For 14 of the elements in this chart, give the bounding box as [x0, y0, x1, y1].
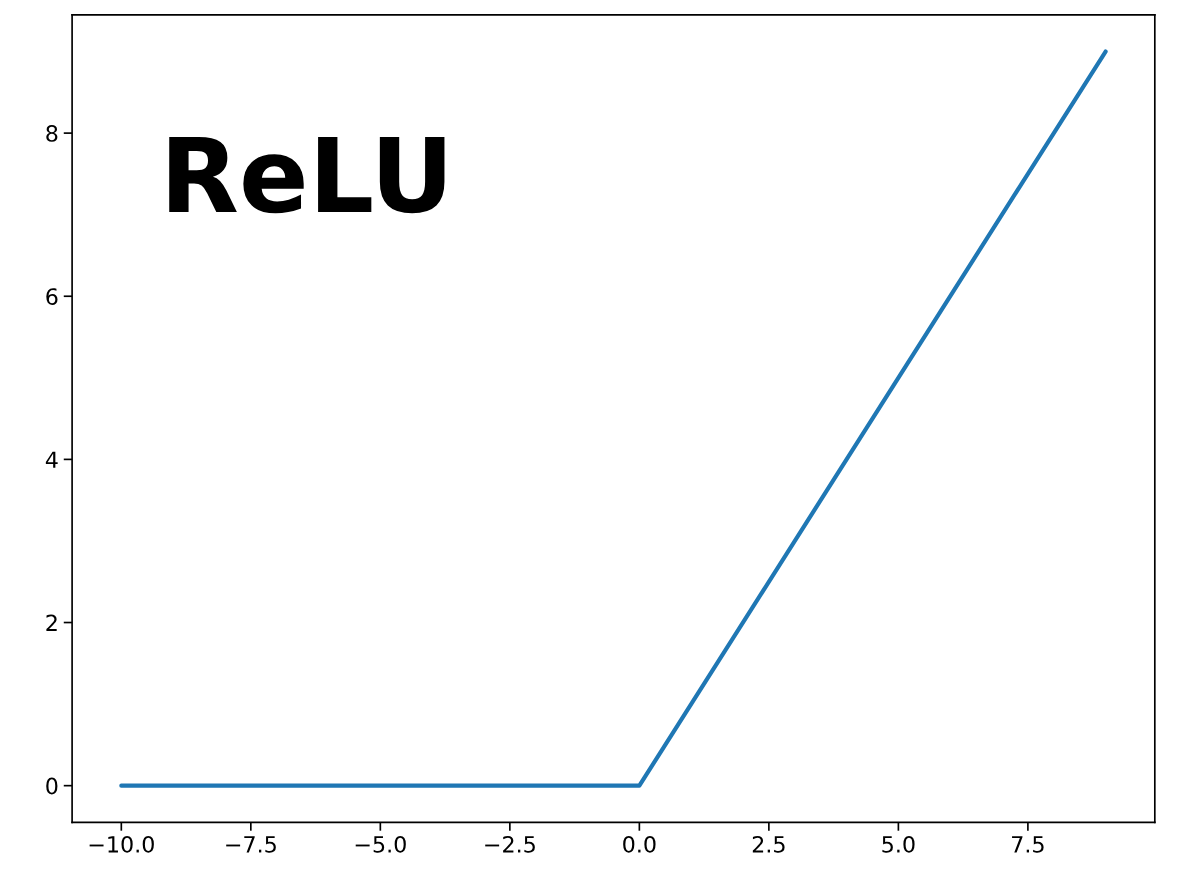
x-tick-label: −5.0 [355, 835, 406, 853]
y-tick-label: 8 [46, 125, 58, 142]
x-tick-label: −2.5 [485, 835, 535, 853]
x-tick-label: 2.5 [752, 835, 785, 853]
y-tick-label: 0 [46, 777, 58, 795]
x-tick-label: 7.5 [1012, 836, 1044, 853]
x-tick-label: −7.5 [226, 836, 276, 853]
annotation: ReLU [169, 136, 445, 214]
x-tick-label: −10.0 [89, 835, 154, 853]
y-tick-label: 6 [46, 288, 58, 306]
x-tick-label: 5.0 [882, 835, 915, 853]
x-tick-label: 0.0 [623, 835, 656, 853]
y-tick-label: 2 [46, 614, 57, 631]
y-tick-label: 4 [45, 451, 58, 468]
